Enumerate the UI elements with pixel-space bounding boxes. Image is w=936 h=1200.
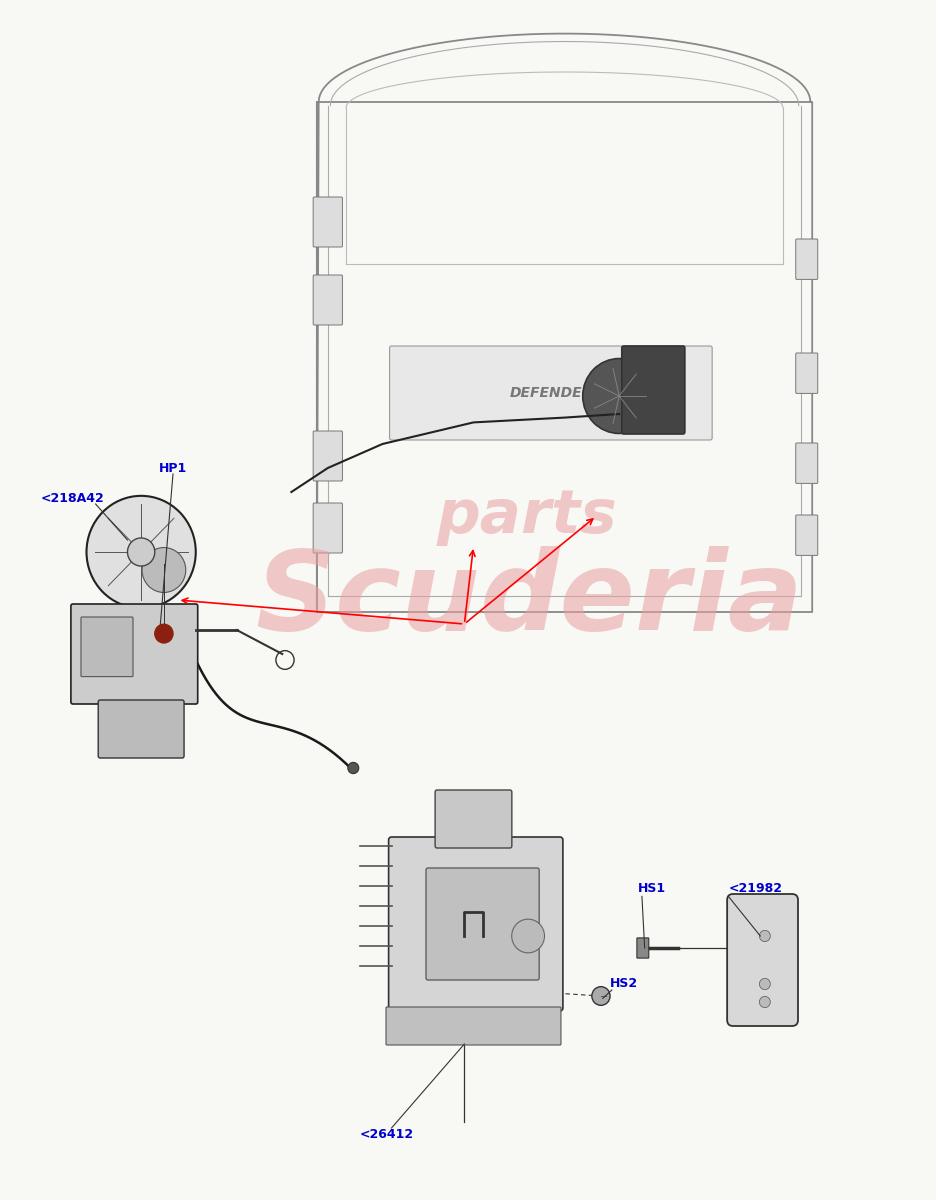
FancyBboxPatch shape: [314, 431, 343, 481]
FancyBboxPatch shape: [388, 838, 563, 1010]
FancyBboxPatch shape: [314, 503, 343, 553]
FancyBboxPatch shape: [727, 894, 798, 1026]
FancyBboxPatch shape: [796, 443, 818, 484]
Circle shape: [127, 538, 154, 566]
Text: HS1: HS1: [637, 882, 665, 894]
Text: HS2: HS2: [610, 978, 638, 990]
Circle shape: [142, 547, 185, 593]
Circle shape: [512, 919, 545, 953]
Text: DEFENDER: DEFENDER: [509, 386, 592, 400]
Text: HP1: HP1: [159, 462, 187, 474]
Circle shape: [583, 359, 655, 433]
Circle shape: [759, 930, 770, 942]
Circle shape: [348, 762, 358, 774]
Circle shape: [592, 986, 610, 1006]
Text: <21982: <21982: [728, 882, 782, 894]
FancyBboxPatch shape: [314, 197, 343, 247]
FancyBboxPatch shape: [314, 275, 343, 325]
FancyBboxPatch shape: [426, 868, 539, 980]
FancyBboxPatch shape: [98, 700, 184, 758]
FancyBboxPatch shape: [796, 515, 818, 556]
Circle shape: [759, 978, 770, 990]
Circle shape: [86, 496, 196, 608]
FancyBboxPatch shape: [71, 604, 197, 704]
Text: <218A42: <218A42: [41, 492, 105, 504]
FancyBboxPatch shape: [796, 353, 818, 394]
FancyBboxPatch shape: [636, 938, 649, 958]
FancyBboxPatch shape: [389, 346, 712, 440]
FancyBboxPatch shape: [622, 346, 685, 434]
Text: Scuderia: Scuderia: [255, 546, 803, 654]
FancyBboxPatch shape: [81, 617, 133, 677]
Circle shape: [759, 996, 770, 1008]
Text: <26412: <26412: [359, 1128, 414, 1140]
FancyBboxPatch shape: [435, 790, 512, 848]
FancyBboxPatch shape: [796, 239, 818, 280]
Circle shape: [154, 624, 173, 643]
FancyBboxPatch shape: [386, 1007, 561, 1045]
Text: parts: parts: [437, 486, 618, 546]
